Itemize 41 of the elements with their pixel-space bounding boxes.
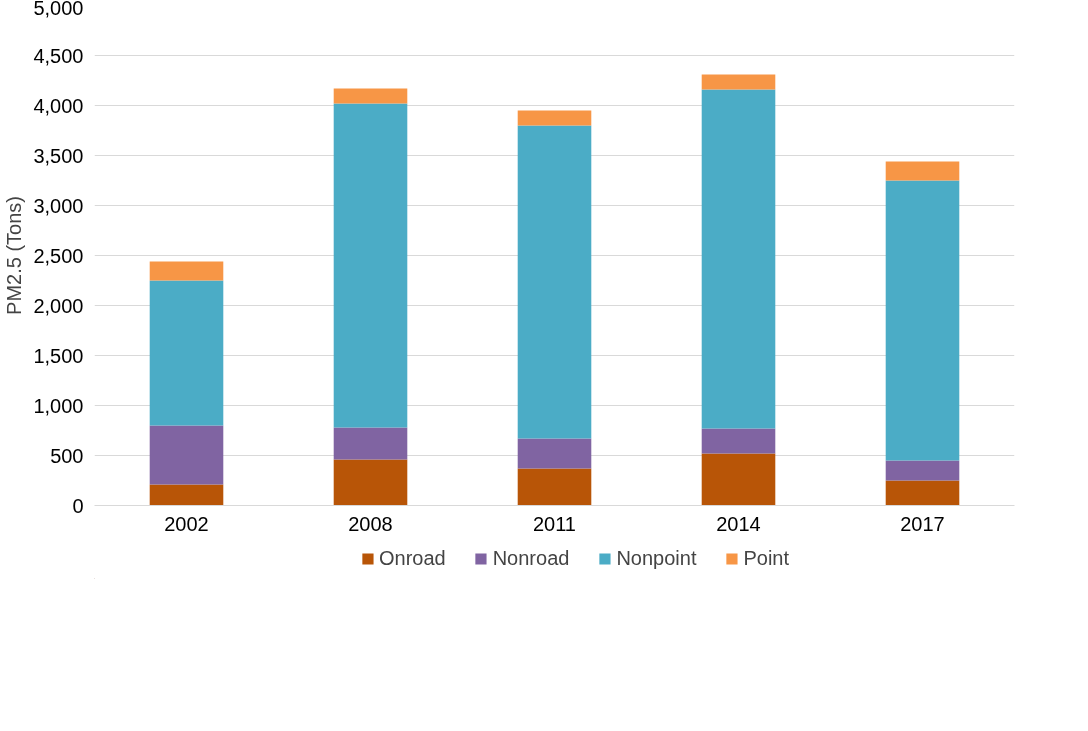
bar <box>885 180 960 461</box>
y-tick-label: 5,000 <box>33 0 84 19</box>
bar <box>333 427 408 460</box>
bar <box>517 438 592 469</box>
y-tick-label: 3,000 <box>33 194 84 217</box>
bar <box>517 468 592 506</box>
bar <box>517 110 592 126</box>
bar <box>885 480 960 506</box>
legend-label: Point <box>743 546 790 570</box>
y-axis-title: PM2.5 (Tons) <box>3 196 26 315</box>
legend-label: Nonroad <box>492 546 570 570</box>
bar <box>701 453 776 506</box>
bar <box>701 74 776 90</box>
bar <box>149 261 224 281</box>
y-tick-label: 4,000 <box>33 94 84 117</box>
y-tick-label: 4,500 <box>33 44 84 67</box>
y-tick-label: 1,500 <box>33 344 84 367</box>
y-tick-label: 2,000 <box>33 294 84 317</box>
bar <box>333 103 408 428</box>
bar <box>149 425 224 485</box>
x-tick-label: 2002 <box>164 512 209 535</box>
x-tick-label: 2017 <box>900 512 945 535</box>
x-tick-label: 2011 <box>533 512 577 535</box>
bar <box>333 88 408 104</box>
y-tick-label: 0 <box>72 494 84 517</box>
y-tick-label: 3,500 <box>33 144 84 167</box>
bar <box>149 484 224 506</box>
y-tick-label: 2,500 <box>33 244 84 267</box>
legend-label: Onroad <box>378 546 446 570</box>
bar <box>885 161 960 181</box>
x-tick-label: 2008 <box>348 512 393 535</box>
bar <box>885 460 960 481</box>
legend-label: Nonpoint <box>616 546 697 570</box>
bar <box>701 428 776 454</box>
bar <box>517 125 592 439</box>
y-tick-label: 500 <box>50 444 84 467</box>
bar <box>149 280 224 426</box>
x-tick-label: 2014 <box>716 512 761 535</box>
y-tick-label: 1,000 <box>33 394 84 417</box>
bar <box>333 459 408 506</box>
bar <box>701 89 776 429</box>
